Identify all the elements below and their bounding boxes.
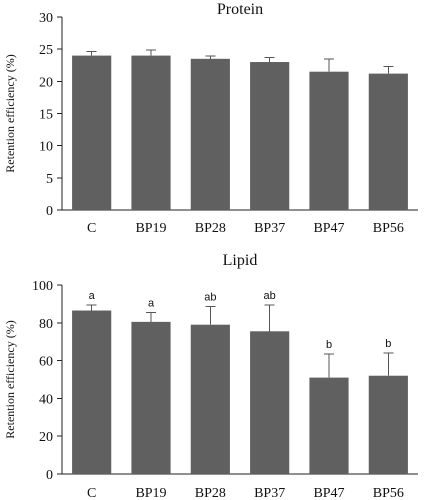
y-axis-label: Retention efficiency (%): [3, 54, 17, 172]
x-tick-label: BP47: [313, 486, 344, 500]
chart-title: Protein: [217, 1, 263, 18]
significance-letter: a: [89, 290, 96, 302]
significance-letter: ab: [204, 292, 216, 304]
x-tick-label: BP28: [195, 221, 226, 236]
significance-letter: ab: [264, 290, 276, 302]
bar-bp37: [250, 62, 290, 211]
y-axis-label: Retention efficiency (%): [3, 320, 17, 438]
bar-c: [72, 310, 112, 474]
bar-bp56: [368, 375, 408, 474]
bar-bp19: [131, 321, 171, 474]
bar-bp28: [190, 324, 230, 474]
significance-letter: a: [148, 297, 155, 309]
significance-letter: b: [326, 339, 332, 351]
y-tick-label: 80: [39, 317, 53, 332]
y-tick-label: 100: [32, 279, 53, 294]
y-tick-label: 0: [46, 204, 53, 219]
x-tick-label: BP47: [313, 221, 344, 236]
y-tick-label: 25: [39, 43, 53, 58]
x-tick-label: C: [87, 486, 96, 500]
bar-bp56: [368, 73, 408, 210]
x-tick-label: BP19: [135, 486, 166, 500]
y-tick-label: 10: [39, 140, 53, 155]
x-tick-label: BP37: [254, 221, 285, 236]
y-tick-label: 15: [39, 108, 53, 123]
bar-bp28: [190, 58, 230, 210]
lipid-chart: Lipid Retention efficiency (%) 0 20 40 60 80 10…: [3, 252, 418, 500]
x-tick-label: C: [87, 221, 96, 236]
y-tick-label: 60: [39, 355, 53, 370]
y-tick-label: 20: [39, 75, 53, 90]
x-tick-label: BP19: [135, 221, 166, 236]
bar-bp47: [309, 71, 349, 210]
y-tick-label: 40: [39, 392, 53, 407]
x-tick-label: BP56: [373, 221, 404, 236]
bar-c: [72, 55, 112, 210]
protein-chart: Protein Retention efficiency (%) 0 5 10 15 20 2…: [3, 1, 418, 236]
bar-bp37: [250, 331, 290, 474]
x-tick-label: BP56: [373, 486, 404, 500]
y-tick-label: 30: [39, 11, 53, 26]
bar-bp47: [309, 377, 349, 474]
x-tick-label: BP37: [254, 486, 285, 500]
y-tick-label: 5: [46, 172, 53, 187]
y-tick-label: 20: [39, 430, 53, 445]
significance-letter: b: [385, 338, 391, 350]
x-tick-label: BP28: [195, 486, 226, 500]
y-tick-label: 0: [46, 468, 53, 483]
bar-bp19: [131, 55, 171, 210]
chart-title: Lipid: [223, 252, 258, 269]
